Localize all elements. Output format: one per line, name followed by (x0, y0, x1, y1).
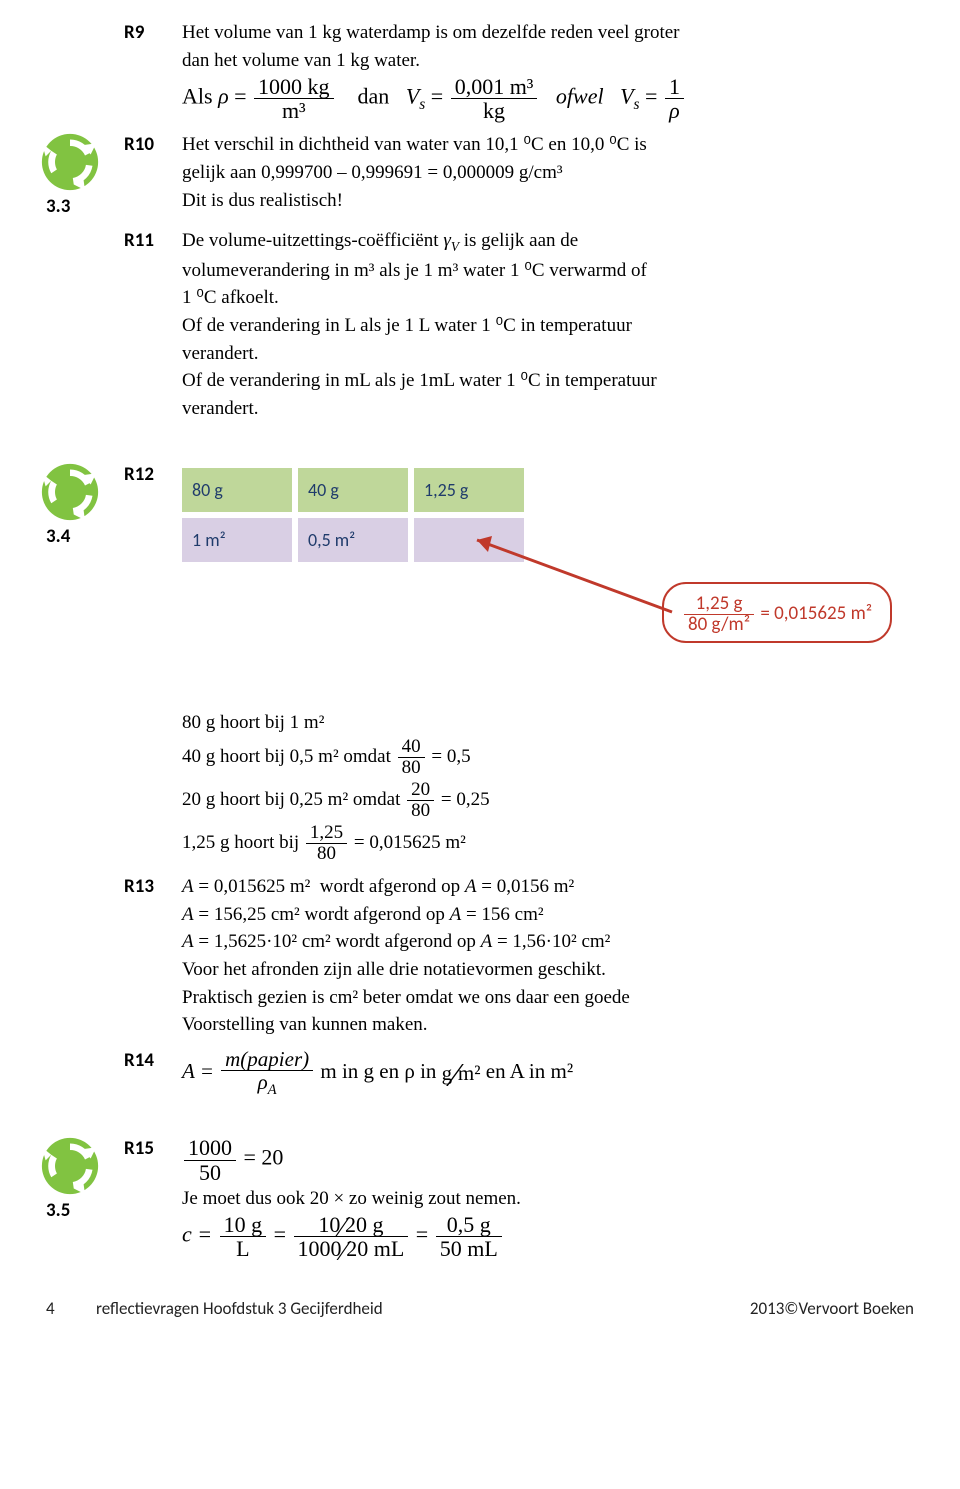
r12-label: R12 (124, 462, 178, 487)
recycle-icon (40, 462, 100, 522)
r9-content: Het volume van 1 kg waterdamp is om deze… (182, 20, 920, 124)
r15-eq2: c = 10 gL = 10⁄20 g 1000⁄20 mL = 0,5 g50… (182, 1213, 910, 1260)
r10-l1: Het verschil in dichtheid van water van … (182, 132, 910, 158)
r10-l2: gelijk aan 0,999700 – 0,999691 = 0,00000… (182, 160, 910, 186)
r14-label: R14 (124, 1048, 178, 1073)
r13-l6: Voorstelling van kunnen maken. (182, 1012, 910, 1038)
r12calc-row: 80 g hoort bij 1 m² 40 g hoort bij 0,5 m… (40, 710, 920, 866)
r15-eq1: 100050 = 20 (182, 1136, 910, 1183)
r14-content: A = m(papier) ρA m in g en ρ in g⁄m² en … (182, 1048, 920, 1099)
page-footer: 4 reflectievragen Hoofdstuk 3 Gecijferdh… (40, 1298, 920, 1321)
r13-l1: A = 0,015625 m² wordt afgerond op A = 0,… (182, 874, 910, 900)
r11-l6: Of de verandering in mL als je 1mL water… (182, 368, 910, 394)
recycle-icon (40, 132, 100, 192)
r12-content: 80 g 40 g 1,25 g 1 m² 0,5 m² 1,25 g 80 g… (182, 462, 920, 672)
r12c-l1: 80 g hoort bij 1 m² (182, 710, 910, 736)
recycle-icon (40, 1136, 100, 1196)
r12-cell: 0,5 m² (298, 518, 408, 562)
r9-line1: Het volume van 1 kg waterdamp is om deze… (182, 20, 910, 46)
recycle-icon-3.3: 3.3 (40, 132, 120, 220)
r10-label: R10 (124, 132, 178, 157)
r12c-l3: 20 g hoort bij 0,25 m² omdat 2080 = 0,25 (182, 780, 910, 821)
r13-content: A = 0,015625 m² wordt afgerond op A = 0,… (182, 874, 920, 1040)
r13-l5: Praktisch gezien is cm² beter omdat we o… (182, 985, 910, 1011)
r12-bubble: 1,25 g 80 g/m² = 0,015625 m² (662, 582, 892, 643)
r11-row: R11 De volume-uitzettings-coëfficiënt γV… (40, 228, 920, 424)
r10-content: Het verschil in dichtheid van water van … (182, 132, 920, 215)
r9-line2: dan het volume van 1 kg water. (182, 48, 910, 74)
r12-cell: 1 m² (182, 518, 292, 562)
r13-l4: Voor het afronden zijn alle drie notatie… (182, 957, 910, 983)
r11-l3: 1 ⁰C afkoelt. (182, 285, 910, 311)
r15-l2: Je moet dus ook 20 × zo weinig zout neme… (182, 1186, 910, 1212)
r15-label: R15 (124, 1136, 178, 1161)
r14-row: R14 A = m(papier) ρA m in g en ρ in g⁄m²… (40, 1048, 920, 1099)
section-3.3-r10: 3.3 R10 Het verschil in dichtheid van wa… (40, 132, 920, 220)
arrow-icon (432, 522, 692, 672)
r13-l2: A = 156,25 cm² wordt afgerond op A = 156… (182, 902, 910, 928)
recycle-icon-3.5: 3.5 (40, 1136, 120, 1224)
section-3.5-r15: 3.5 R15 100050 = 20 Je moet dus ook 20 ×… (40, 1136, 920, 1262)
r9-label: R9 (124, 20, 178, 45)
section-label-3.4: 3.4 (46, 524, 120, 550)
r12-cell: 1,25 g (414, 468, 524, 512)
r11-content: De volume-uitzettings-coëfficiënt γV is … (182, 228, 920, 424)
r12c-l4: 1,25 g hoort bij 1,2580 = 0,015625 m² (182, 823, 910, 864)
r12calc-content: 80 g hoort bij 1 m² 40 g hoort bij 0,5 m… (182, 710, 920, 866)
r15-content: 100050 = 20 Je moet dus ook 20 × zo wein… (182, 1136, 920, 1262)
footer-right: 2013©Vervoort Boeken (750, 1298, 914, 1321)
r11-l4: Of de verandering in L als je 1 L water … (182, 313, 910, 339)
r12-cell: 80 g (182, 468, 292, 512)
r13-label: R13 (124, 874, 178, 899)
footer-mid: reflectievragen Hoofdstuk 3 Gecijferdhei… (76, 1298, 750, 1321)
r11-label: R11 (124, 228, 178, 253)
r11-l2: volumeverandering in m³ als je 1 m³ wate… (182, 258, 910, 284)
recycle-icon-3.4: 3.4 (40, 462, 120, 550)
section-label-3.3: 3.3 (46, 194, 120, 220)
r11-l7: verandert. (182, 396, 910, 422)
footer-page-number: 4 (46, 1298, 76, 1321)
r12c-l2: 40 g hoort bij 0,5 m² omdat 4080 = 0,5 (182, 737, 910, 778)
r11-l5: verandert. (182, 341, 910, 367)
r11-l1: De volume-uitzettings-coëfficiënt γV is … (182, 228, 910, 256)
r10-l3: Dit is dus realistisch! (182, 188, 910, 214)
r12-cell: 40 g (298, 468, 408, 512)
section-3.4-r12: 3.4 R12 80 g 40 g 1,25 g 1 m² 0,5 m² 1,2… (40, 462, 920, 672)
r13-row: R13 A = 0,015625 m² wordt afgerond op A … (40, 874, 920, 1040)
r13-l3: A = 1,5625·10² cm² wordt afgerond op A =… (182, 929, 910, 955)
r9-equation: Als ρ = 1000 kg m³ dan Vs = 0,001 m³ kg … (182, 75, 910, 122)
section-label-3.5: 3.5 (46, 1198, 120, 1224)
r12-arrow-wrap: 1,25 g 80 g/m² = 0,015625 m² (432, 522, 910, 672)
r9-row: R9 Het volume van 1 kg waterdamp is om d… (40, 20, 920, 124)
